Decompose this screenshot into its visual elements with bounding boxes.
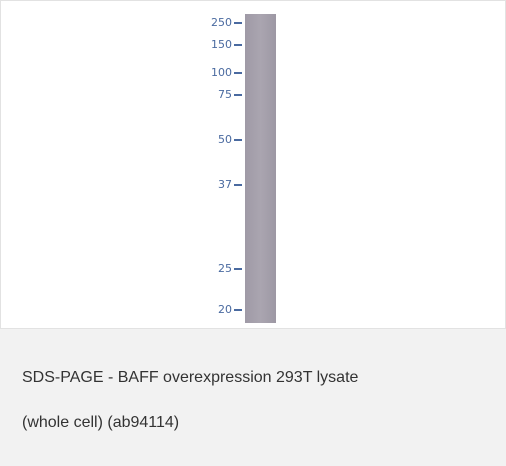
marker-label: 25 xyxy=(218,262,232,275)
gel-image: 250 150 100 75 50 37 25 20 xyxy=(1,1,505,328)
marker-label: 37 xyxy=(218,178,232,191)
marker-label: 250 xyxy=(211,16,232,29)
marker-label: 75 xyxy=(218,88,232,101)
caption-line: (whole cell) (ab94114) xyxy=(22,414,179,432)
caption-panel: SDS-PAGE - BAFF overexpression 293T lysa… xyxy=(0,328,506,466)
marker-label: 50 xyxy=(218,133,232,146)
image-panel: 250 150 100 75 50 37 25 20 xyxy=(0,0,506,328)
marker-label: 100 xyxy=(211,66,232,79)
marker-label: 150 xyxy=(211,38,232,51)
marker-label: 20 xyxy=(218,303,232,316)
caption-line: SDS-PAGE - BAFF overexpression 293T lysa… xyxy=(22,369,358,387)
gel-lane xyxy=(245,14,276,323)
product-figure: 250 150 100 75 50 37 25 20 SDS-PAGE - BAFF over… xyxy=(0,0,506,466)
